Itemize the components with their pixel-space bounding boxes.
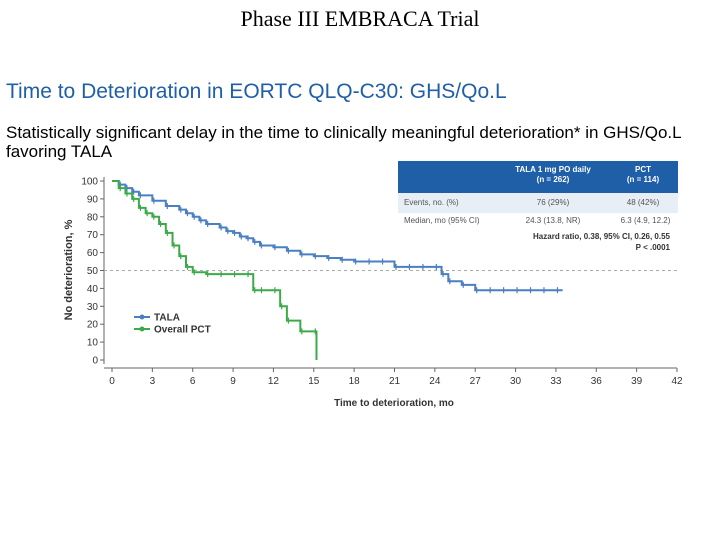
x-tick-label: 3 (150, 376, 156, 387)
x-tick-label: 39 (631, 376, 643, 387)
table-col-tala-label: TALA 1 mg PO daily (515, 165, 591, 174)
table-header: TALA 1 mg PO daily (n = 262) PCT (n = 11… (398, 161, 678, 193)
x-tick-label: 36 (591, 376, 603, 387)
table-cell: 6.3 (4.9, 12.2) (620, 216, 671, 225)
y-axis-label: No deterioration, % (63, 219, 75, 320)
hazard-ratio-text: Hazard ratio, 0.38, 95% CI, 0.26, 0.55 (533, 232, 670, 241)
slide-title: Phase III EMBRACA Trial (240, 6, 480, 31)
legend-marker (139, 326, 145, 332)
x-tick-label: 6 (190, 376, 196, 387)
table-row-label: Median, mo (95% CI) (404, 216, 480, 225)
y-tick-label: 0 (92, 356, 98, 367)
legend-label: Overall PCT (154, 325, 211, 336)
legend-marker (139, 314, 145, 320)
chart-plot-area (104, 180, 677, 360)
chart-title: Time to Deterioration in EORTC QLQ-C30: … (6, 80, 507, 103)
x-axis-label: Time to deterioration, mo (334, 398, 454, 409)
y-tick-label: 80 (87, 212, 99, 223)
x-tick-label: 30 (510, 376, 522, 387)
x-tick-label: 0 (109, 376, 115, 387)
y-tick-label: 30 (87, 302, 99, 313)
hazard-ratio: Hazard ratio, 0.38, 95% CI, 0.26, 0.55 P… (533, 231, 670, 253)
y-tick-label: 50 (87, 266, 99, 277)
x-tick-label: 33 (550, 376, 562, 387)
p-value-text: P < .0001 (635, 243, 670, 252)
series-line-pct (112, 180, 318, 360)
x-tick-label: 21 (389, 376, 401, 387)
y-tick-label: 20 (87, 320, 99, 331)
table-col-pct-n: (n = 114) (626, 175, 660, 184)
results-table: TALA 1 mg PO daily (n = 262) PCT (n = 11… (398, 161, 678, 255)
y-tick-label: 40 (87, 284, 99, 295)
x-tick-label: 18 (349, 376, 361, 387)
table-col-pct: PCT (n = 114) (613, 165, 673, 185)
chart-subtitle: Statistically significant delay in the t… (6, 123, 681, 161)
legend-label: TALA (154, 313, 180, 324)
y-tick-label: 70 (87, 230, 99, 241)
x-tick-label: 27 (470, 376, 482, 387)
table-row-label: Events, no. (%) (404, 198, 459, 207)
table-row-bg (398, 193, 678, 213)
y-tick-label: 60 (87, 248, 99, 259)
x-tick-label: 12 (268, 376, 280, 387)
series-line-tala (112, 180, 563, 292)
y-tick-label: 10 (87, 338, 99, 349)
table-cell: 24.3 (13.8, NR) (525, 216, 581, 225)
x-tick-label: 24 (429, 376, 441, 387)
x-tick-label: 9 (230, 376, 236, 387)
table-col-tala-n: (n = 262) (536, 175, 570, 184)
table-col-pct-label: PCT (635, 165, 651, 174)
x-tick-label: 15 (308, 376, 320, 387)
table-col-tala: TALA 1 mg PO daily (n = 262) (498, 165, 608, 185)
table-cell: 76 (29%) (536, 198, 570, 207)
y-tick-label: 100 (81, 177, 98, 188)
x-tick-label: 42 (671, 376, 683, 387)
table-cell: 48 (42%) (626, 198, 660, 207)
y-tick-label: 90 (87, 194, 99, 205)
